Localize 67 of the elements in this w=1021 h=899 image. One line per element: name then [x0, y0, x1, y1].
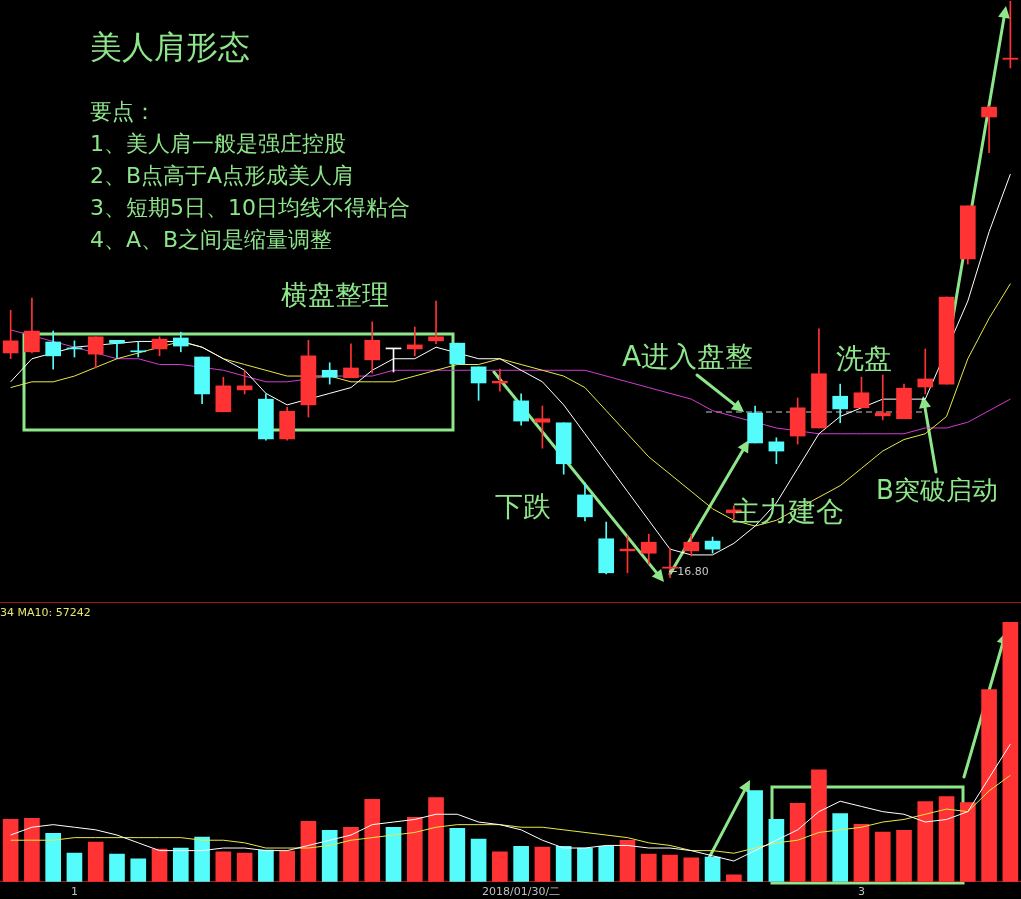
annotation: 2、B点高于A点形成美人肩	[90, 163, 355, 189]
x-tick-label: 3	[857, 885, 865, 899]
bar	[321, 830, 338, 882]
bar	[555, 845, 572, 882]
bar	[726, 874, 742, 882]
text: 34 MA10: 57242	[0, 606, 91, 620]
bar	[45, 832, 62, 882]
bar	[343, 826, 359, 882]
annotation: A进入盘整	[622, 340, 754, 373]
bar	[236, 852, 253, 882]
bar	[215, 851, 232, 882]
bar	[364, 799, 381, 882]
annotation: 横盘整理	[281, 279, 389, 310]
bar	[470, 838, 487, 882]
annotation: B突破启动	[876, 475, 998, 505]
bar	[577, 847, 593, 882]
bar	[449, 827, 466, 882]
bar	[151, 848, 168, 882]
candlestick	[981, 105, 997, 154]
text: 美人肩形态	[90, 28, 250, 66]
bar	[789, 803, 806, 882]
bar	[2, 819, 19, 882]
annotation: 洗盘	[836, 342, 892, 375]
bar	[1002, 622, 1019, 882]
bar	[130, 858, 147, 882]
annotation: 3、短期5日、10日均线不得粘合	[90, 195, 410, 221]
bar	[24, 818, 40, 882]
bar	[619, 839, 636, 882]
bar	[768, 819, 785, 882]
annotation: 1、美人肩一般是强庄控股	[90, 131, 346, 157]
bar	[428, 797, 444, 882]
bar	[683, 857, 700, 882]
annotation: 下跌	[495, 490, 551, 523]
x-tick-label: 2018/01/30/二	[482, 885, 561, 899]
bar	[279, 850, 295, 882]
bar	[874, 831, 891, 882]
bar	[662, 854, 678, 882]
bar	[513, 845, 529, 882]
bar	[87, 841, 104, 882]
bar	[172, 847, 189, 882]
candlestick	[917, 348, 934, 395]
bar	[704, 856, 721, 882]
annotation: 4、A、B之间是缩量调整	[90, 227, 333, 253]
bar	[938, 796, 955, 882]
bar	[896, 830, 912, 882]
bar	[811, 769, 827, 882]
candlestick	[428, 300, 444, 345]
bar	[598, 845, 615, 882]
bar	[194, 836, 210, 882]
bar	[853, 824, 870, 882]
bar	[406, 817, 423, 882]
bar	[258, 849, 274, 882]
bar	[534, 846, 551, 882]
bar	[981, 689, 997, 882]
bar	[492, 851, 508, 882]
bar	[300, 820, 317, 882]
bar	[640, 853, 657, 882]
bar	[66, 852, 83, 882]
bar	[959, 802, 976, 882]
bar	[747, 790, 763, 882]
bar	[917, 801, 934, 882]
candlestick	[130, 341, 147, 358]
bar	[385, 826, 402, 882]
bar	[109, 853, 125, 882]
x-tick-label: 1	[70, 885, 78, 899]
annotation: 要点：	[90, 99, 156, 125]
bar	[832, 813, 849, 882]
